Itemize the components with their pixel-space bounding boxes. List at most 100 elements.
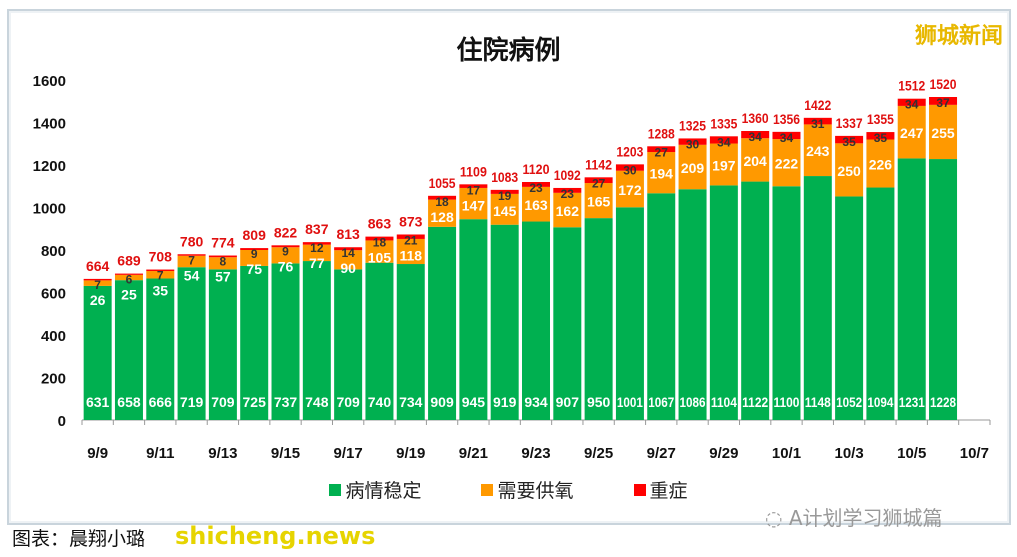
total-label: 1355	[867, 111, 894, 127]
data-label-stable: 1094	[867, 394, 893, 410]
y-tick-label: 400	[41, 328, 66, 345]
data-label-oxygen: 35	[152, 283, 168, 299]
total-label: 1337	[836, 115, 863, 131]
data-label-oxygen: 194	[650, 166, 674, 182]
bar-segment-icu	[835, 135, 864, 144]
bar-segment-icu	[396, 234, 425, 239]
x-tick-label: 9/25	[584, 445, 613, 462]
data-label-icu: 17	[467, 183, 481, 197]
data-label-oxygen: 255	[931, 125, 955, 141]
wechat-watermark: ◌ A计划学习狮城篇	[765, 502, 943, 531]
bar-segment-icu	[866, 132, 895, 140]
data-label-oxygen: 118	[399, 247, 422, 263]
bar-segment-oxygen	[897, 105, 926, 159]
data-label-stable: 631	[86, 394, 110, 410]
total-label: 1120	[523, 161, 550, 177]
site-watermark: shicheng.news	[175, 522, 376, 550]
data-label-icu: 34	[717, 135, 731, 149]
data-label-oxygen: 163	[524, 197, 548, 213]
data-label-oxygen: 25	[121, 287, 137, 303]
chart-frame	[7, 9, 1011, 525]
data-label-oxygen: 54	[184, 267, 200, 283]
data-label-stable: 748	[305, 394, 329, 410]
total-label: 1083	[491, 169, 518, 185]
bar-segment-oxygen	[114, 274, 143, 281]
total-label: 1356	[773, 111, 800, 127]
bar-segment-icu	[647, 146, 676, 153]
data-label-stable: 725	[243, 394, 267, 410]
data-label-stable: 737	[274, 394, 298, 410]
data-label-icu: 35	[874, 131, 888, 145]
data-label-oxygen: 172	[618, 182, 642, 198]
bar-segment-stable	[678, 189, 707, 420]
data-label-oxygen: 204	[743, 153, 767, 169]
legend-label: 病情稳定	[345, 480, 422, 502]
bar-segment-oxygen	[929, 104, 958, 160]
data-label-stable: 740	[368, 394, 392, 410]
total-label: 664	[86, 258, 110, 274]
data-label-icu: 37	[936, 96, 950, 110]
total-label: 1422	[804, 97, 831, 113]
bar-segment-stable	[741, 181, 770, 420]
data-label-icu: 21	[404, 233, 418, 247]
data-label-icu: 18	[435, 195, 449, 209]
total-label: 863	[368, 216, 392, 232]
x-tick-label: 9/27	[647, 445, 676, 462]
bar-segment-icu	[177, 254, 206, 256]
bar-segment-icu	[365, 236, 394, 241]
data-label-oxygen: 105	[368, 250, 392, 266]
legend: 病情稳定 需要供氧 重症	[0, 476, 1017, 503]
bar-segment-stable	[396, 264, 425, 420]
data-label-icu: 27	[592, 176, 606, 190]
legend-label: 需要供氧	[497, 480, 574, 502]
data-label-stable: 934	[524, 394, 548, 410]
bar-segment-oxygen	[584, 183, 613, 219]
bar-segment-stable	[522, 221, 550, 420]
data-label-oxygen: 145	[493, 203, 517, 219]
bar-segment-icu	[114, 273, 143, 275]
y-tick-label: 1000	[33, 201, 66, 218]
bar-segment-stable	[929, 159, 958, 421]
data-label-stable: 1148	[805, 394, 831, 410]
source-caption: 图表：晨翔小璐	[12, 528, 146, 550]
total-label: 1335	[710, 115, 737, 131]
brand-logo: 狮城新闻	[914, 24, 1003, 49]
x-tick-label: 9/9	[87, 445, 108, 462]
bar-segment-stable	[177, 267, 206, 420]
bar-segment-stable	[647, 193, 676, 420]
bar-segment-stable	[490, 224, 519, 420]
bar-segment-oxygen	[83, 280, 112, 286]
data-label-stable: 1086	[680, 394, 706, 410]
bar-segment-oxygen	[553, 192, 582, 228]
total-label: 1092	[554, 167, 581, 183]
data-label-icu: 9	[282, 244, 289, 258]
data-label-stable: 709	[211, 394, 235, 410]
total-label: 774	[211, 235, 235, 251]
bar-segment-oxygen	[302, 244, 331, 262]
bar-segment-stable	[146, 278, 175, 420]
data-label-icu: 7	[94, 278, 101, 292]
legend-item-stable: 病情稳定	[329, 476, 421, 503]
total-label: 813	[336, 226, 360, 242]
total-label: 1520	[930, 76, 957, 92]
bar-segment-oxygen	[334, 250, 363, 270]
data-label-oxygen: 57	[215, 269, 231, 285]
bar-segment-icu	[459, 184, 488, 188]
data-label-oxygen: 77	[309, 255, 325, 271]
bar-segment-icu	[741, 131, 770, 139]
data-label-oxygen: 76	[278, 258, 294, 274]
y-tick-label: 1400	[33, 116, 66, 133]
total-label: 873	[399, 213, 423, 229]
bar-segment-icu	[615, 164, 644, 171]
bar-segment-icu	[522, 182, 550, 187]
bar-segment-oxygen	[208, 257, 237, 270]
y-tick-label: 0	[58, 413, 66, 430]
data-label-stable: 919	[493, 394, 517, 410]
bar-segment-icu	[302, 242, 331, 245]
data-label-icu: 35	[842, 135, 856, 149]
total-label: 822	[274, 224, 298, 240]
bar-segment-oxygen	[459, 187, 488, 220]
bar-segment-icu	[334, 247, 363, 251]
bar-segment-stable	[208, 269, 237, 420]
